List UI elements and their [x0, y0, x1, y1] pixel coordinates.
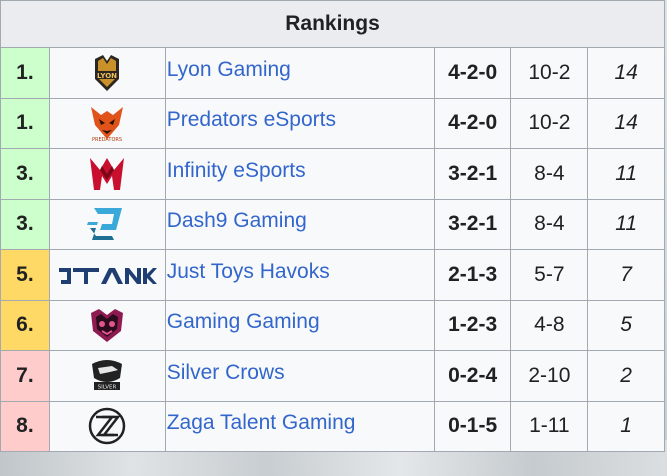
team-name-cell: Infinity eSports: [164, 148, 435, 200]
infinity-esports-icon: [90, 157, 125, 190]
just-toys-havoks-logo[interactable]: [48, 249, 166, 301]
team-link[interactable]: Infinity eSports: [166, 158, 306, 182]
games-record-cell: 4-8: [510, 299, 589, 351]
team-name-cell: Zaga Talent Gaming: [164, 400, 435, 452]
games-record-cell: 10-2: [510, 47, 589, 99]
ranking-row: 1. LYON Lyon Gaming 4-2-0 10-2 14: [0, 47, 665, 99]
points-cell: 14: [587, 97, 665, 149]
svg-text:SILVER: SILVER: [98, 384, 117, 390]
points-cell: 11: [587, 198, 665, 250]
team-name-cell: Just Toys Havoks: [164, 249, 435, 301]
svg-text:PREDATORS: PREDATORS: [92, 137, 122, 143]
team-link[interactable]: Just Toys Havoks: [166, 259, 330, 283]
team-name-cell: Dash9 Gaming: [164, 198, 435, 250]
series-record-cell: 0-1-5: [433, 400, 512, 452]
position-cell: 3.: [0, 198, 50, 250]
team-name-cell: Predators eSports: [164, 97, 435, 149]
dash9-gaming-logo[interactable]: [48, 198, 166, 250]
position-cell: 1.: [0, 47, 50, 99]
position-cell: 1.: [0, 97, 50, 149]
just-toys-havoks-icon: [59, 267, 158, 284]
team-link[interactable]: Zaga Talent Gaming: [166, 411, 356, 435]
team-link[interactable]: Gaming Gaming: [166, 310, 320, 334]
games-record-cell: 8-4: [510, 198, 589, 250]
series-record-cell: 1-2-3: [433, 299, 512, 351]
svg-text:LYON: LYON: [97, 72, 117, 80]
team-link[interactable]: Lyon Gaming: [166, 57, 291, 81]
ranking-row: 3. Infinity eSports 3-2-1 8-4 11: [0, 148, 665, 200]
series-record-cell: 3-2-1: [433, 148, 512, 200]
infinity-esports-logo[interactable]: [48, 148, 166, 200]
silver-crows-logo[interactable]: SILVER: [48, 350, 166, 402]
predators-esports-icon: PREDATORS: [91, 107, 124, 143]
ranking-row: 3. Dash9 Gaming 3-2-1 8-4 11: [0, 198, 665, 250]
rankings-table: Rankings 1. LYON Lyon Gaming 4-2-0 10-2 …: [0, 0, 665, 452]
silver-crows-icon: SILVER: [92, 359, 123, 390]
games-record-cell: 1-11: [510, 400, 589, 452]
team-link[interactable]: Predators eSports: [166, 108, 336, 132]
ranking-row: 1. PREDATORS Predators eSports 4-2-0 10-…: [0, 97, 665, 149]
position-cell: 3.: [0, 148, 50, 200]
points-cell: 7: [587, 249, 665, 301]
gaming-gaming-logo[interactable]: [48, 299, 166, 351]
position-cell: 8.: [0, 400, 50, 452]
games-record-cell: 10-2: [510, 97, 589, 149]
games-record-cell: 2-10: [510, 350, 589, 402]
team-name-cell: Gaming Gaming: [164, 299, 435, 351]
points-cell: 14: [587, 47, 665, 99]
series-record-cell: 0-2-4: [433, 350, 512, 402]
series-record-cell: 2-1-3: [433, 249, 512, 301]
team-name-cell: Silver Crows: [164, 350, 435, 402]
gaming-gaming-icon: [91, 309, 124, 343]
position-cell: 7.: [0, 350, 50, 402]
zaga-talent-gaming-logo[interactable]: [48, 400, 166, 452]
team-link[interactable]: Dash9 Gaming: [166, 209, 307, 233]
ranking-row: 8. Zaga Talent Gaming 0-1-5 1-11 1: [0, 400, 665, 452]
position-cell: 6.: [0, 299, 50, 351]
series-record-cell: 3-2-1: [433, 198, 512, 250]
zaga-talent-gaming-icon: [89, 408, 126, 445]
games-record-cell: 8-4: [510, 148, 589, 200]
ranking-row: 7. SILVER Silver Crows 0-2-4 2-10 2: [0, 350, 665, 402]
points-cell: 5: [587, 299, 665, 351]
ranking-row: 5. Just Toys Havoks 2-1-3 5-7 7: [0, 249, 665, 301]
points-cell: 11: [587, 148, 665, 200]
team-name-cell: Lyon Gaming: [164, 47, 435, 99]
dash9-gaming-icon: [87, 208, 123, 241]
team-link[interactable]: Silver Crows: [166, 360, 285, 384]
rankings-title: Rankings: [0, 0, 665, 48]
games-record-cell: 5-7: [510, 249, 589, 301]
lyon-gaming-icon: LYON: [95, 54, 120, 91]
series-record-cell: 4-2-0: [433, 47, 512, 99]
ranking-row: 6. Gaming Gaming 1-2-3 4-8 5: [0, 299, 665, 351]
position-cell: 5.: [0, 249, 50, 301]
rankings-header-row: Rankings: [0, 0, 665, 48]
predators-esports-logo[interactable]: PREDATORS: [48, 97, 166, 149]
lyon-gaming-logo[interactable]: LYON: [48, 47, 166, 99]
series-record-cell: 4-2-0: [433, 97, 512, 149]
points-cell: 1: [587, 400, 665, 452]
points-cell: 2: [587, 350, 665, 402]
